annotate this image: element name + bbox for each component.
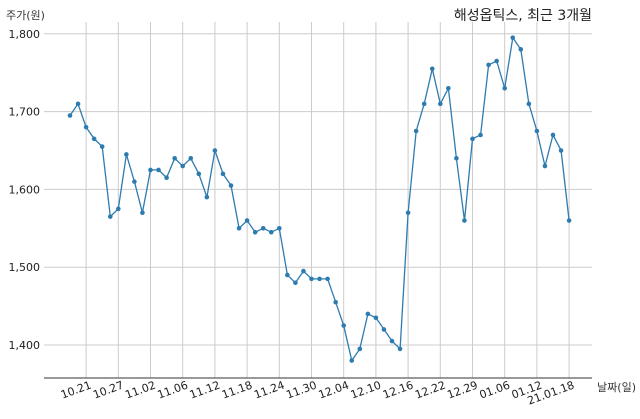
data-point: [188, 155, 194, 161]
data-point: [124, 152, 129, 157]
x-tick-label: 12.10: [349, 379, 383, 402]
data-point: [454, 155, 459, 161]
data-point: [156, 167, 161, 173]
data-point: [132, 179, 137, 184]
y-tick-labels: 1,400 1,500 1,600 1,700 1,800: [9, 28, 41, 352]
data-point: [373, 315, 379, 321]
data-point: [349, 358, 355, 363]
data-point: [317, 276, 322, 282]
data-point: [172, 155, 177, 161]
data-point: [309, 276, 314, 282]
data-point: [268, 229, 274, 235]
data-point: [244, 218, 250, 223]
x-tick-label: 10.21: [59, 379, 93, 402]
data-point: [83, 124, 89, 130]
data-point: [252, 229, 258, 235]
y-tick-label: 1,500: [9, 261, 41, 274]
data-point: [116, 206, 121, 212]
data-point: [99, 144, 105, 149]
data-point: [107, 214, 113, 219]
data-point: [293, 280, 298, 286]
grid-lines: [44, 22, 592, 378]
data-point: [164, 175, 169, 181]
x-tick-label: 12.29: [445, 379, 479, 402]
data-point: [438, 101, 443, 107]
data-point: [486, 62, 491, 68]
data-point: [204, 194, 210, 200]
y-tick-label: 1,600: [9, 183, 41, 196]
chart-title: 해성옵틱스, 최근 3개월: [453, 8, 592, 24]
data-point: [381, 327, 387, 332]
data-point: [212, 148, 218, 153]
data-point: [277, 226, 282, 231]
data-point: [325, 276, 330, 282]
data-point: [566, 218, 572, 223]
data-point: [285, 272, 290, 278]
x-tick-label: 11.18: [220, 379, 254, 402]
data-point: [148, 167, 153, 173]
data-point: [470, 136, 475, 142]
data-point: [397, 346, 403, 352]
x-tick-label: 12.22: [413, 379, 447, 402]
data-point: [228, 183, 234, 188]
data-point: [558, 148, 564, 153]
data-point: [526, 101, 532, 107]
x-tick-label: 11.30: [284, 379, 318, 402]
price-series-points: [67, 35, 572, 363]
y-tick-label: 1,800: [9, 28, 41, 41]
data-point: [502, 85, 508, 91]
data-point: [534, 128, 540, 134]
x-tick-label: 01.06: [478, 379, 512, 402]
data-point: [446, 85, 451, 91]
x-tick-label: 12.16: [381, 379, 415, 402]
data-point: [421, 101, 427, 107]
x-tick-label: 10.27: [91, 379, 125, 402]
data-point: [413, 128, 419, 134]
data-point: [196, 171, 202, 177]
y-axis-label: 주가(원): [6, 9, 45, 22]
data-point: [357, 346, 363, 352]
data-point: [510, 35, 516, 40]
data-point: [429, 66, 435, 72]
data-point: [462, 218, 467, 223]
data-point: [75, 101, 81, 107]
data-point: [333, 299, 338, 305]
data-point: [67, 113, 73, 118]
data-point: [91, 136, 97, 142]
data-point: [389, 338, 395, 344]
x-tick-label: 11.24: [252, 379, 286, 402]
data-point: [341, 323, 347, 328]
x-tick-label: 11.06: [156, 379, 190, 402]
data-point: [550, 132, 556, 138]
data-point: [542, 163, 548, 169]
data-point: [518, 47, 524, 52]
x-tick-label: 11.12: [188, 379, 222, 402]
y-tick-label: 1,700: [9, 106, 41, 119]
x-tick-label: 11.02: [123, 379, 157, 402]
x-tick-labels: 10.2110.2711.0211.0611.1211.1811.2411.30…: [59, 379, 576, 408]
data-point: [220, 171, 226, 177]
data-point: [301, 268, 306, 274]
price-series-line: [69, 35, 570, 363]
x-tick-label: 12.04: [317, 379, 351, 402]
y-tick-label: 1,400: [9, 339, 41, 352]
data-point: [478, 132, 483, 138]
data-point: [405, 210, 411, 216]
data-point: [260, 226, 266, 231]
data-point: [140, 210, 145, 216]
data-point: [365, 311, 371, 317]
x-axis-label: 날짜(일): [597, 381, 636, 394]
data-point: [494, 58, 499, 64]
data-point: [180, 163, 185, 169]
data-point: [236, 226, 242, 231]
